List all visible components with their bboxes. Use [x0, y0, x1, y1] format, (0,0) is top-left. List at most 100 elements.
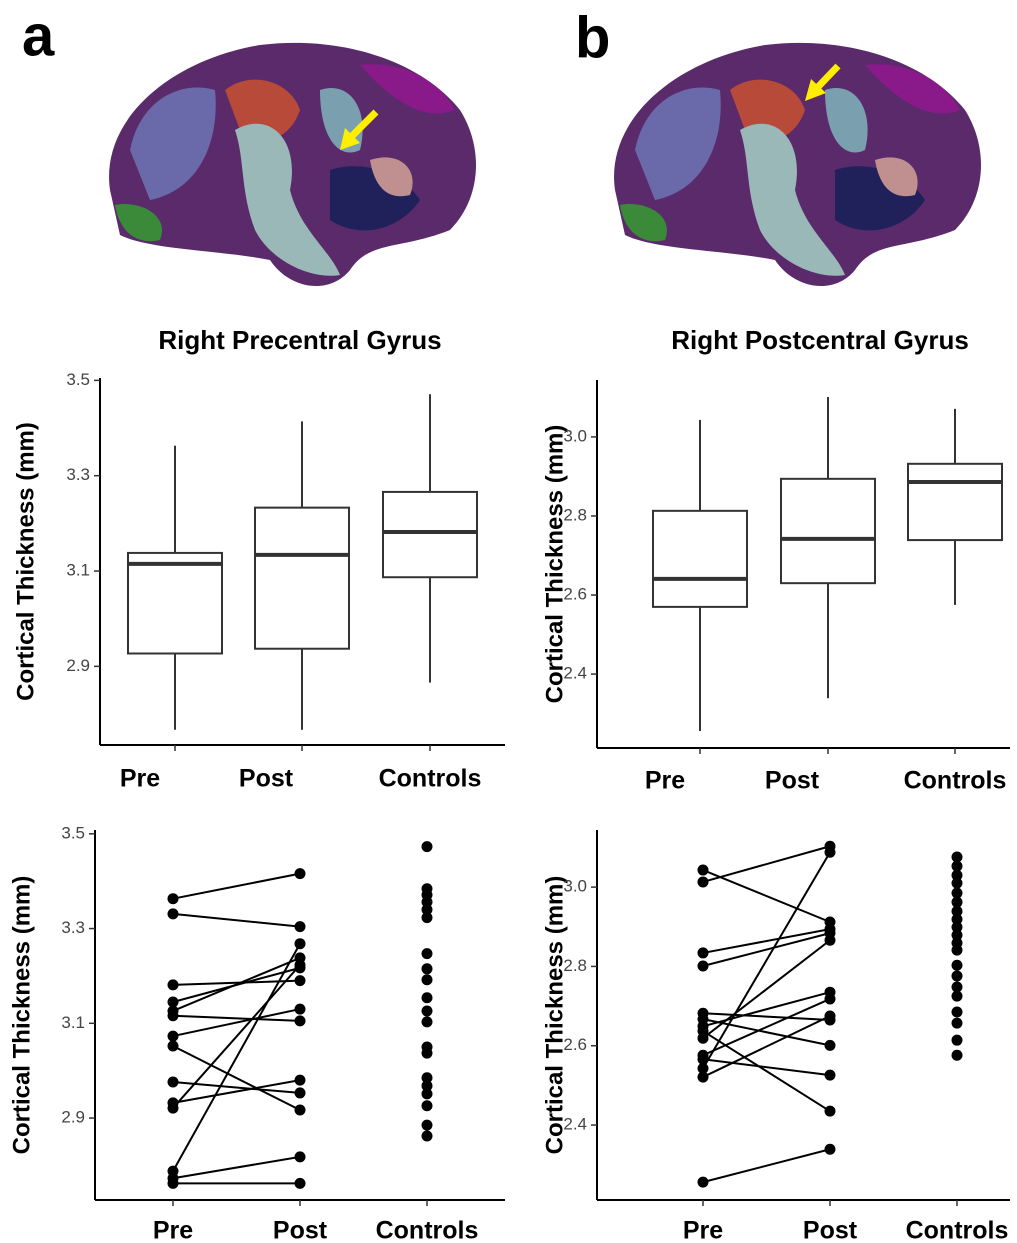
point [825, 847, 836, 858]
x-tick-label: Pre [120, 765, 160, 793]
x-tick-label: Pre [153, 1217, 193, 1243]
y-tick-label: 2.4 [563, 1115, 587, 1134]
pair-line [173, 1016, 300, 1021]
x-tick-label: Post [273, 1217, 328, 1243]
x-tick-label: Post [803, 1217, 858, 1243]
pair-line [173, 874, 300, 899]
y-axis-label: Cortical Thickness (mm) [541, 425, 568, 704]
point [422, 1120, 433, 1131]
point [168, 1178, 179, 1189]
point [698, 1072, 709, 1083]
x-tick-label: Post [765, 767, 820, 795]
point [698, 1033, 709, 1044]
pair-line [703, 1149, 830, 1182]
pair-line [703, 870, 830, 922]
point [295, 921, 306, 932]
point [825, 1106, 836, 1117]
point [422, 841, 433, 852]
panel-label: b [575, 5, 610, 70]
y-tick-label: 2.8 [563, 505, 587, 524]
box [255, 508, 349, 649]
point [168, 893, 179, 904]
point [295, 1015, 306, 1026]
y-tick-label: 2.8 [563, 956, 587, 975]
x-tick-label: Controls [376, 1217, 479, 1243]
point [952, 1018, 963, 1029]
point [168, 1077, 179, 1088]
pair-line [173, 1157, 300, 1178]
x-tick-label: Post [239, 765, 294, 793]
y-tick-label: 2.9 [61, 1108, 85, 1127]
box [383, 492, 477, 577]
point [295, 868, 306, 879]
point [295, 1104, 306, 1115]
y-tick-label: 2.4 [563, 664, 587, 683]
pair-line [703, 1013, 830, 1020]
point [698, 947, 709, 958]
point [952, 991, 963, 1002]
point [825, 1010, 836, 1021]
point [825, 1070, 836, 1081]
x-tick-label: Pre [645, 767, 685, 795]
point [168, 1010, 179, 1021]
point [952, 945, 963, 956]
pair-line [703, 940, 830, 1038]
point [825, 935, 836, 946]
pair-line [703, 992, 830, 1026]
point [952, 878, 963, 889]
y-tick-label: 3.3 [61, 918, 85, 937]
point [422, 963, 433, 974]
y-tick-label: 3.5 [66, 370, 90, 389]
y-tick-label: 2.6 [563, 585, 587, 604]
point [422, 912, 433, 923]
point [422, 974, 433, 985]
chart-title: Right Precentral Gyrus [158, 325, 441, 355]
point [698, 865, 709, 876]
y-tick-label: 3.0 [563, 877, 587, 896]
point [825, 1040, 836, 1051]
y-axis-label: Cortical Thickness (mm) [12, 422, 39, 701]
point [422, 948, 433, 959]
point [295, 975, 306, 986]
box [908, 464, 1002, 540]
y-tick-label: 2.6 [563, 1035, 587, 1054]
point [168, 1041, 179, 1052]
point [295, 1178, 306, 1189]
y-tick-label: 2.9 [66, 656, 90, 675]
pair-line [173, 914, 300, 927]
y-tick-label: 3.1 [66, 561, 90, 580]
box [653, 511, 747, 607]
point [952, 1007, 963, 1018]
pair-line [703, 846, 830, 882]
box [781, 479, 875, 583]
pair-line [703, 1031, 830, 1111]
pair-line [173, 944, 300, 1171]
brain-image [614, 43, 981, 286]
box [128, 553, 222, 654]
point [422, 1100, 433, 1111]
point [168, 1031, 179, 1042]
y-axis-label: Cortical Thickness (mm) [541, 876, 568, 1155]
point [422, 1016, 433, 1027]
point [295, 1075, 306, 1086]
point [422, 1005, 433, 1016]
point [698, 961, 709, 972]
point [168, 979, 179, 990]
figure: a b Right Precentral GyrusCortical Thick… [0, 0, 1017, 1243]
x-tick-label: Controls [379, 765, 482, 793]
point [295, 938, 306, 949]
point [952, 1050, 963, 1061]
point [422, 1088, 433, 1099]
x-tick-label: Controls [904, 767, 1007, 795]
point [825, 1144, 836, 1155]
pair-line [173, 1009, 300, 1036]
point [698, 876, 709, 887]
point [952, 960, 963, 971]
point [295, 1004, 306, 1015]
point [422, 992, 433, 1003]
y-tick-label: 3.1 [61, 1013, 85, 1032]
point [422, 1131, 433, 1142]
brain-image [109, 43, 476, 286]
chart-title: Right Postcentral Gyrus [671, 325, 969, 355]
y-tick-label: 3.3 [66, 465, 90, 484]
